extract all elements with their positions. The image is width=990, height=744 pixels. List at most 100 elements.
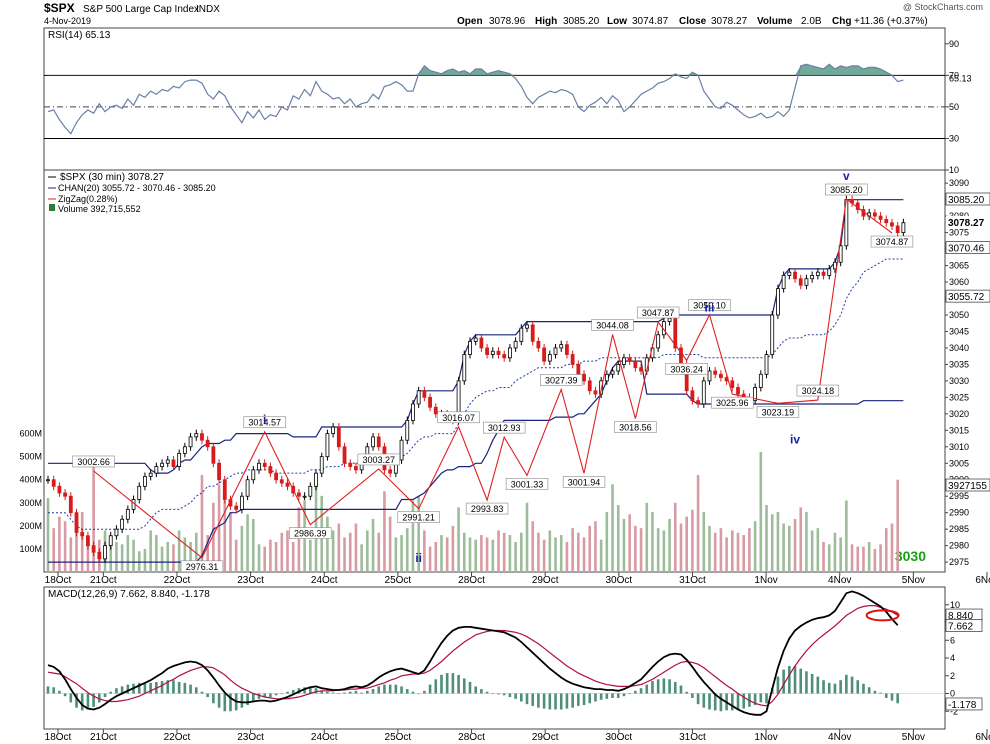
macd-histogram-bar <box>126 684 130 694</box>
volume-bar <box>240 525 244 572</box>
macd-histogram-bar <box>845 674 848 694</box>
candle-body <box>125 508 130 520</box>
candle-body <box>793 271 797 280</box>
candle-body <box>97 551 102 560</box>
candle-body <box>530 324 535 342</box>
macd-histogram-bar <box>514 693 517 699</box>
candle-body <box>639 367 643 372</box>
candle-body <box>462 354 467 382</box>
date-label: 23Oct <box>237 575 264 586</box>
candle-body <box>257 462 261 471</box>
candle-body <box>490 350 495 355</box>
candle-body <box>815 271 820 276</box>
candle-body <box>810 275 815 280</box>
legend-channel: CHAN(20) 3055.72 - 3070.46 - 3085.20 <box>58 183 216 193</box>
volume-bar <box>280 532 284 572</box>
volume-bar <box>656 528 660 572</box>
candle-body <box>154 466 159 474</box>
candle-body <box>690 390 695 402</box>
candle-body <box>148 472 153 477</box>
price-label-box <box>945 192 990 206</box>
macd-histogram-bar <box>445 673 449 694</box>
zigzag-label-box <box>711 396 754 409</box>
macd-histogram-bar <box>896 693 899 704</box>
date-label-macd: 18Oct <box>45 732 72 743</box>
macd-histogram-bar <box>366 690 369 694</box>
volume-bar <box>651 512 654 572</box>
volume-bar <box>616 505 620 572</box>
macd-histogram-bar <box>143 682 147 694</box>
price-tick-label: 3050 <box>949 310 969 320</box>
macd-value-box <box>945 697 983 711</box>
volume-bar <box>850 544 854 572</box>
volume-bar <box>457 507 460 572</box>
candle-body <box>433 406 438 415</box>
volume-bar <box>559 535 563 572</box>
high-value: 3085.20 <box>563 16 600 27</box>
candle-body <box>895 225 900 234</box>
price-tick-label: 3065 <box>949 261 969 271</box>
close-label: Close <box>679 16 707 27</box>
candle-body <box>610 370 615 375</box>
macd-histogram-bar <box>673 681 677 694</box>
candle-body <box>239 495 244 510</box>
volume-bar <box>645 502 649 572</box>
volume-tick-label: 400M <box>19 475 42 485</box>
volume-bar <box>92 456 95 572</box>
macd-histogram-bar <box>240 693 244 708</box>
volume-bar <box>309 539 312 572</box>
candle-body <box>593 390 598 395</box>
volume-bar <box>520 532 523 572</box>
candle-body <box>884 219 889 224</box>
volume-bar <box>827 544 831 572</box>
volume-bar <box>810 530 814 572</box>
channel-middle <box>48 258 904 530</box>
date-label: 1Nov <box>754 575 777 586</box>
macd-histogram-bar <box>691 693 694 698</box>
macd-histogram-bar <box>337 693 341 695</box>
zigzag-label: 2991.21 <box>402 513 435 523</box>
candle-body <box>622 357 626 365</box>
volume-bar <box>172 544 175 572</box>
volume-bar <box>685 516 688 572</box>
price-tick-label: 2980 <box>949 541 969 551</box>
zigzag-label: 2986.39 <box>294 529 327 539</box>
zigzag-label: 3012.93 <box>488 423 521 433</box>
zigzag-label: 3001.94 <box>568 477 601 487</box>
zigzag-label-box <box>562 476 606 488</box>
candle-body <box>120 518 125 530</box>
zigzag-label-box <box>796 384 840 397</box>
volume-bar <box>474 539 477 572</box>
volume-bar <box>354 523 358 572</box>
candle-body <box>302 495 307 498</box>
candle-body <box>314 472 318 487</box>
volume-bar <box>371 518 375 572</box>
candle-body <box>251 469 256 481</box>
candle-body <box>502 354 507 359</box>
macd-histogram-bar <box>850 676 854 694</box>
macd-histogram-bar <box>149 682 152 694</box>
zigzag-label: 2993.83 <box>471 504 504 514</box>
macd-histogram-bar <box>405 689 409 694</box>
index-name: S&P 500 Large Cap Index <box>83 4 199 15</box>
volume-bar <box>867 542 871 572</box>
volume-bar <box>326 516 329 572</box>
volume-label: Volume <box>757 16 793 27</box>
macd-tick-label: 6 <box>950 635 955 645</box>
macd-histogram-bar <box>491 693 495 695</box>
date-label: 6Nov <box>975 575 990 586</box>
macd-histogram-bar <box>331 692 335 694</box>
volume-bar <box>234 539 238 572</box>
macd-histogram-bar <box>571 693 574 708</box>
candle-body <box>416 390 421 405</box>
volume-bar <box>537 532 540 572</box>
channel-price-label: 3055.72 <box>948 292 985 303</box>
price-tick-label: 3020 <box>949 409 969 419</box>
zigzag-label: 3001.33 <box>511 479 544 489</box>
macd-histogram-bar <box>810 673 814 694</box>
volume-bar <box>588 525 592 572</box>
candle-body <box>63 492 68 497</box>
volume-bar <box>229 512 232 572</box>
zigzag-label: 3023.19 <box>762 407 795 417</box>
symbol: $SPX <box>44 1 75 15</box>
